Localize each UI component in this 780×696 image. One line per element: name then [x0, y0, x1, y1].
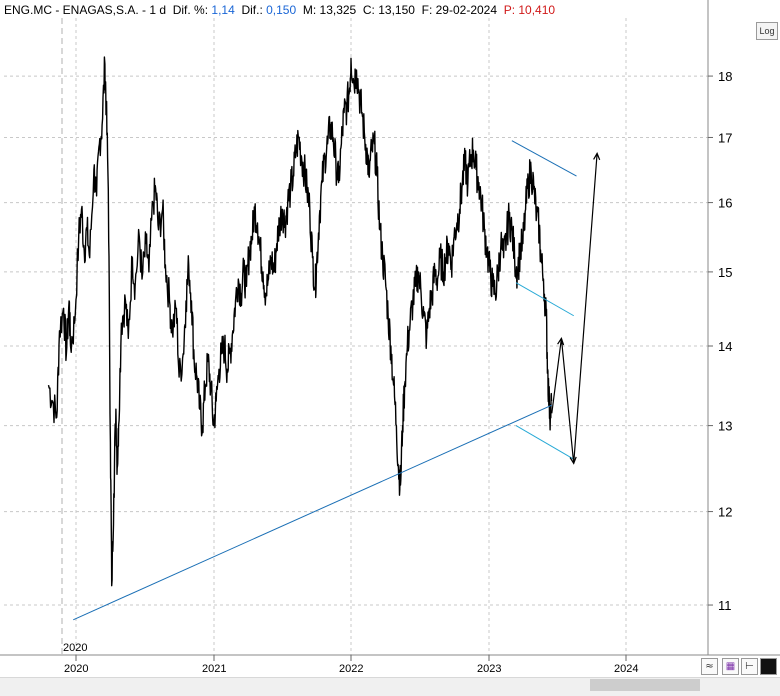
- x-tick-label: 2021: [202, 663, 226, 675]
- projection-arrowhead: [593, 152, 601, 161]
- date-label: F:: [421, 3, 433, 17]
- projection-arrowhead: [557, 337, 565, 346]
- y-tick-label: 18: [718, 69, 732, 84]
- close-value: 13,150: [378, 3, 415, 17]
- x-tick-label: 2022: [339, 663, 363, 675]
- y-tick-label: 11: [718, 598, 732, 613]
- y-tick-label: 13: [718, 419, 732, 434]
- ticker-label: ENG.MC - ENAGAS,S.A. -: [4, 3, 150, 17]
- zigzag-tool-icon[interactable]: ≈: [701, 658, 718, 675]
- dif-value: 0,150: [266, 3, 297, 17]
- p-value: 10,410: [518, 3, 556, 17]
- x-tick-label: 2023: [477, 663, 501, 675]
- support-trendline: [73, 404, 552, 621]
- save-icon[interactable]: ▦: [722, 658, 739, 675]
- black-square-icon[interactable]: [760, 658, 777, 675]
- log-scale-button[interactable]: Log: [756, 22, 778, 40]
- projection-arrowhead: [569, 456, 577, 465]
- pin-icon[interactable]: ⊢: [741, 658, 758, 675]
- projection-path: [551, 153, 598, 464]
- y-tick-label: 17: [718, 130, 732, 145]
- close-label: C:: [362, 3, 375, 17]
- date-value: 29-02-2024: [435, 3, 498, 17]
- price-series-line: [47, 56, 553, 587]
- interval-label: 1 d: [149, 3, 167, 17]
- y-tick-label: 12: [718, 505, 732, 520]
- dif-label: Dif.:: [241, 3, 263, 17]
- chart-header: ENG.MC - ENAGAS,S.A. - 1 d Dif. %: 1,14 …: [4, 3, 555, 17]
- scrollbar-thumb[interactable]: [590, 679, 700, 691]
- max-value: 13,325: [319, 3, 357, 17]
- dif-pct-value: 1,14: [211, 3, 235, 17]
- x-tick-label: 2024: [614, 663, 638, 675]
- p-label: P:: [503, 3, 516, 17]
- y-tick-label: 14: [718, 339, 732, 354]
- channel-upper-line: [511, 140, 577, 177]
- y-tick-label: 15: [718, 265, 732, 280]
- y-tick-label: 16: [718, 196, 732, 211]
- channel-middle-line: [515, 282, 574, 317]
- max-label: M:: [302, 3, 317, 17]
- x-tick-label: 2020: [64, 663, 88, 675]
- horizontal-scrollbar[interactable]: [0, 677, 780, 696]
- dif-pct-label: Dif. %:: [172, 3, 209, 17]
- annotation-year-label: 2020: [63, 642, 87, 654]
- channel-lower-line: [515, 425, 575, 460]
